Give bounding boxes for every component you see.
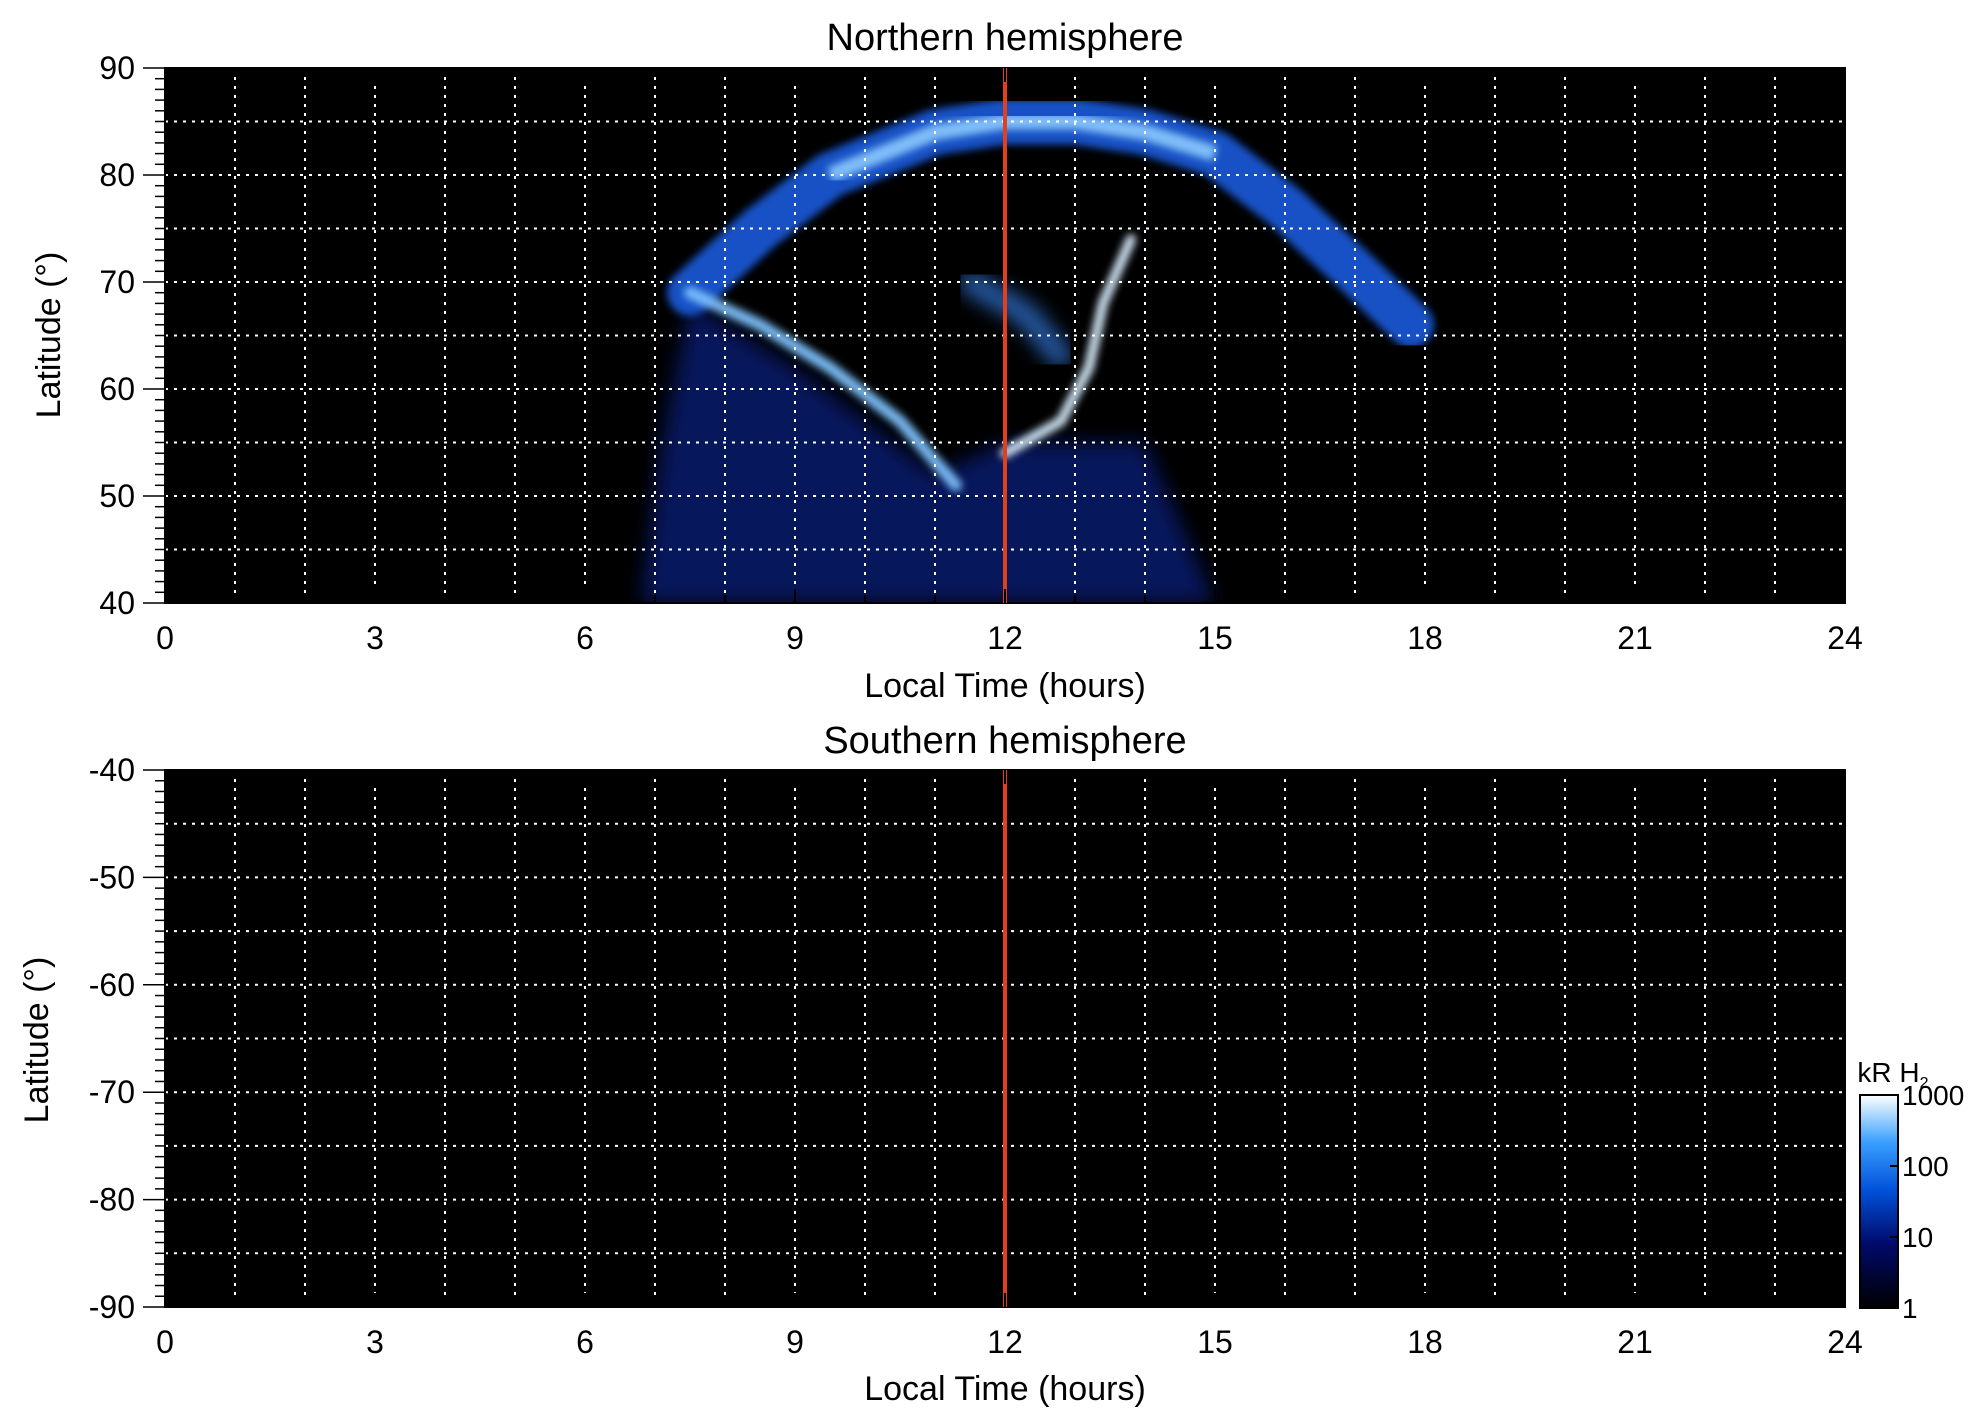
x-ticks: 0 3 6 9 12 15 18 21 24 (156, 770, 1863, 1360)
x-tick-label: 3 (366, 620, 384, 656)
y-tick-label: 40 (99, 585, 135, 621)
y-tick-label: 90 (99, 50, 135, 86)
colorbar-tick-label: 100 (1902, 1151, 1949, 1182)
x-tick-label: 18 (1407, 1324, 1443, 1360)
y-tick-label: 60 (99, 371, 135, 407)
x-axis-label: Local Time (hours) (864, 1370, 1146, 1408)
diffuse-emission (641, 303, 1215, 603)
y-tick-label: 50 (99, 478, 135, 514)
y-axis-label: Latitude (°) (18, 957, 56, 1124)
y-ticks: -40 -50 -60 -70 -80 -90 (89, 752, 165, 1325)
colorbar-gradient (1859, 1094, 1899, 1309)
y-axis-label: Latitude (°) (30, 252, 68, 419)
y-tick-label: -40 (89, 752, 135, 788)
panel-title: Northern hemisphere (827, 17, 1184, 59)
colorbar-label: kR H2 (1857, 1057, 1928, 1092)
x-tick-label: 0 (156, 620, 174, 656)
x-tick-label: 24 (1827, 620, 1863, 656)
x-tick-label: 15 (1197, 1324, 1233, 1360)
x-tick-label: 6 (576, 620, 594, 656)
x-tick-label: 9 (786, 1324, 804, 1360)
y-tick-label: 80 (99, 157, 135, 193)
southern-hemisphere-panel: Southern hemisphere 0 3 6 9 12 15 18 21 24 -40 -5… (18, 720, 1863, 1408)
colorbar-ticks: 1000 100 10 1 (1890, 1080, 1964, 1324)
dawn-arc (684, 286, 962, 492)
x-tick-label: 6 (576, 1324, 594, 1360)
northern-hemisphere-panel: Northern hemisphere 0 3 6 9 12 15 18 21 24 90 80 7… (30, 17, 1863, 705)
y-tick-label: -50 (89, 859, 135, 895)
x-tick-label: 15 (1197, 620, 1233, 656)
colorbar: kR H2 1000 100 10 1 (1857, 1057, 1964, 1324)
x-tick-label: 9 (786, 620, 804, 656)
y-tick-label: -70 (89, 1074, 135, 1110)
x-axis-label: Local Time (hours) (864, 667, 1146, 705)
colorbar-tick-label: 1 (1902, 1293, 1918, 1324)
x-ticks: 0 3 6 9 12 15 18 21 24 (156, 68, 1863, 656)
x-tick-label: 3 (366, 1324, 384, 1360)
colorbar-tick-label: 1000 (1902, 1080, 1964, 1111)
x-tick-label: 24 (1827, 1324, 1863, 1360)
y-ticks: 90 80 70 60 50 40 (99, 50, 165, 621)
panel-title: Southern hemisphere (823, 720, 1186, 762)
x-tick-label: 0 (156, 1324, 174, 1360)
colorbar-tick-label: 10 (1902, 1222, 1933, 1253)
y-tick-label: -80 (89, 1182, 135, 1218)
x-tick-label: 12 (987, 620, 1023, 656)
x-tick-label: 12 (987, 1324, 1023, 1360)
y-tick-label: -60 (89, 967, 135, 1003)
x-tick-label: 21 (1617, 620, 1653, 656)
polar-patch (959, 271, 1072, 368)
x-tick-label: 18 (1407, 620, 1443, 656)
y-tick-label: -90 (89, 1289, 135, 1325)
x-tick-label: 21 (1617, 1324, 1653, 1360)
y-tick-label: 70 (99, 264, 135, 300)
